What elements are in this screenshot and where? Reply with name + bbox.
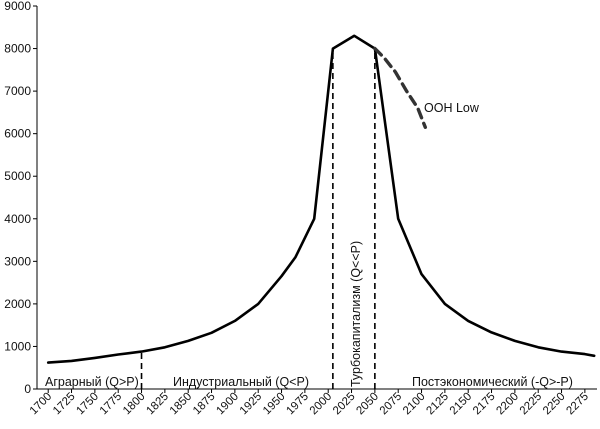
ooh-low-series-line	[373, 46, 427, 130]
x-tick-label: 1900	[214, 391, 241, 418]
y-tick-label: 3000	[4, 254, 31, 268]
x-tick-label: 1950	[261, 391, 288, 418]
y-tick-label: 1000	[4, 339, 31, 353]
turbocapitalism-era-label: Турбокапитализм (Q<<P)	[349, 241, 363, 387]
x-tick-label: 1850	[168, 391, 195, 418]
x-tick-label: 2100	[401, 391, 428, 418]
x-tick-label: 1825	[144, 391, 171, 418]
x-tick-label: 1775	[98, 391, 125, 418]
x-tick-label: 2225	[518, 391, 545, 418]
y-tick-label: 6000	[4, 127, 31, 141]
y-tick-label: 7000	[4, 84, 31, 98]
x-tick-label: 2250	[541, 391, 568, 418]
ooh-low-label: OOH Low	[424, 101, 480, 115]
x-tick-label: 2025	[331, 391, 358, 418]
x-tick-label: 1800	[121, 391, 148, 418]
x-tick-label: 2200	[494, 391, 521, 418]
y-tick-label: 9000	[4, 0, 31, 13]
x-tick-label: 2000	[308, 391, 335, 418]
x-tick-label: 1975	[284, 391, 311, 418]
x-tick-label: 2125	[424, 391, 451, 418]
x-tick-label: 2075	[378, 391, 405, 418]
y-tick-label: 8000	[4, 42, 31, 56]
x-axis-ticks: 1700172517501775180018251850187519001925…	[28, 389, 591, 417]
x-tick-label: 2050	[354, 391, 381, 418]
industrial-era-label: Индустриальный (Q<P)	[173, 375, 309, 389]
x-tick-label: 2175	[471, 391, 498, 418]
agrarian-era-label: Аграрный (Q>P)	[45, 375, 139, 389]
x-tick-label: 1725	[51, 391, 78, 418]
x-tick-label: 1750	[74, 391, 101, 418]
x-tick-label: 1875	[191, 391, 218, 418]
y-tick-label: 4000	[4, 212, 31, 226]
y-tick-label: 0	[24, 382, 31, 396]
x-tick-label: 2150	[448, 391, 475, 418]
posteconomic-era-label: Постэкономический (-Q>-P)	[412, 375, 573, 389]
axes	[36, 6, 597, 390]
x-tick-label: 1925	[238, 391, 265, 418]
x-tick-label: 1700	[28, 391, 55, 418]
y-tick-label: 5000	[4, 169, 31, 183]
era-markers	[140, 48, 376, 389]
main-series-line	[46, 34, 596, 364]
series	[46, 34, 596, 364]
x-tick-label: 2275	[564, 391, 591, 418]
y-tick-label: 2000	[4, 297, 31, 311]
y-axis-ticks: 0 1000 2000 3000 4000 5000 6000 7000 8000 9000	[4, 0, 37, 396]
